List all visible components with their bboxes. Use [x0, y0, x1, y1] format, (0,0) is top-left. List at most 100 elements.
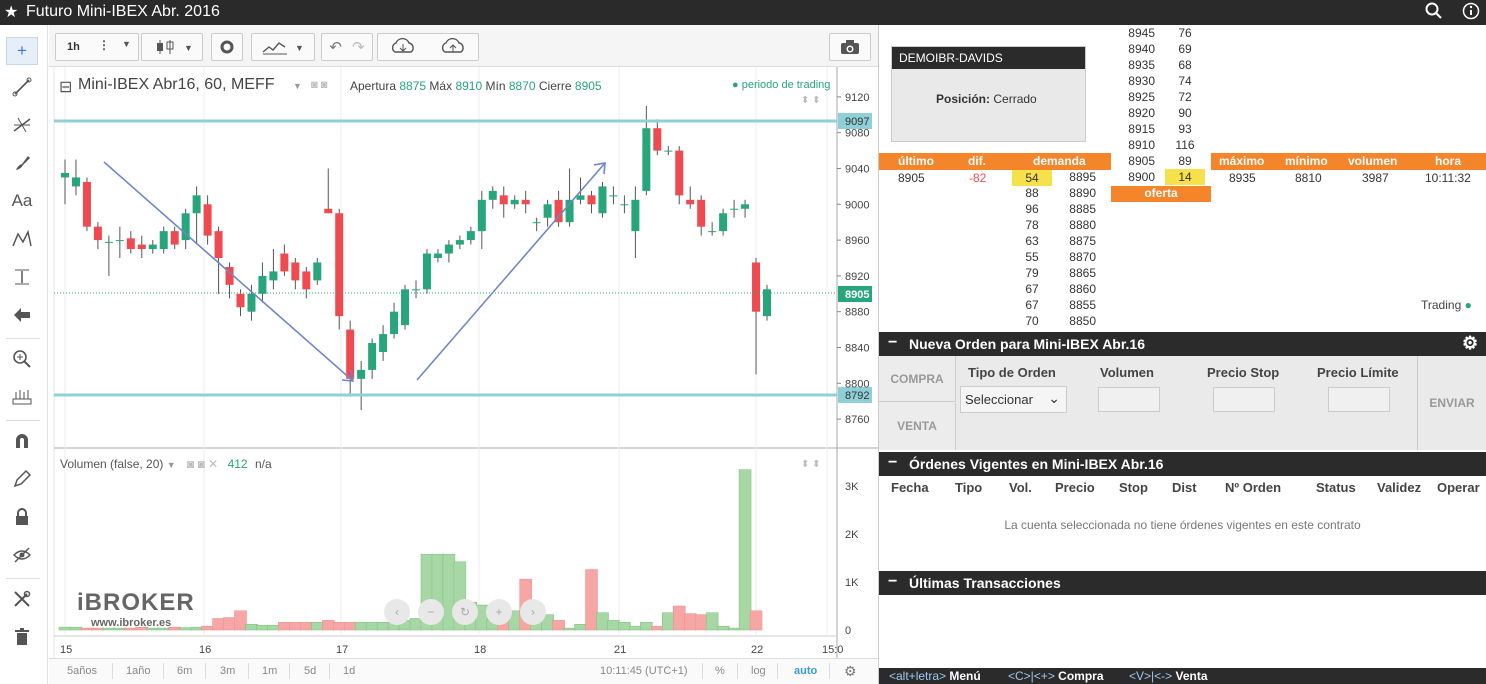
volume-bar[interactable]: [201, 625, 214, 631]
gear-icon[interactable]: [211, 33, 243, 61]
ask-price[interactable]: 8940: [1128, 42, 1155, 56]
ask-qty[interactable]: 69: [1178, 42, 1192, 56]
candle[interactable]: [357, 369, 366, 379]
volume-bar[interactable]: [322, 620, 335, 631]
bid-qty[interactable]: 88: [1025, 186, 1039, 200]
col-vol[interactable]: Vol.: [1009, 480, 1032, 495]
lock-icon[interactable]: [6, 503, 38, 531]
ruler-icon[interactable]: [6, 383, 38, 411]
volume-bar[interactable]: [596, 612, 609, 631]
volume-bar[interactable]: [705, 612, 719, 631]
col-precio[interactable]: Precio: [1055, 480, 1095, 495]
ask-qty[interactable]: 74: [1178, 74, 1192, 88]
minus-icon[interactable]: −: [888, 454, 898, 471]
candle[interactable]: [269, 271, 278, 281]
volume-bar[interactable]: [563, 627, 576, 631]
bid-qty[interactable]: 78: [1025, 218, 1039, 232]
candle[interactable]: [159, 231, 168, 250]
bid-price[interactable]: 8885: [1069, 202, 1096, 216]
collapse-icon[interactable]: ⊟: [59, 79, 73, 96]
bid-qty[interactable]: 79: [1025, 266, 1039, 280]
candle[interactable]: [346, 329, 355, 379]
candle[interactable]: [653, 128, 662, 151]
candle[interactable]: [379, 334, 388, 352]
range-3m[interactable]: 3m: [220, 665, 236, 677]
magnet-icon[interactable]: [6, 427, 38, 455]
bid-qty[interactable]: 70: [1025, 314, 1039, 328]
limit-price-input[interactable]: [1328, 387, 1390, 412]
bid-qty[interactable]: 55: [1025, 250, 1039, 264]
ask-price[interactable]: 8945: [1128, 26, 1155, 40]
ask-price[interactable]: 8915: [1128, 122, 1155, 136]
col-operar[interactable]: Operar: [1437, 480, 1480, 495]
volume-bar[interactable]: [552, 620, 565, 631]
bid-qty[interactable]: 67: [1025, 298, 1039, 312]
candle[interactable]: [521, 199, 530, 205]
volume-bar[interactable]: [607, 620, 620, 631]
candle[interactable]: [280, 253, 289, 272]
volume-bar[interactable]: [58, 626, 72, 631]
auto-toggle[interactable]: auto: [794, 665, 818, 677]
ask-price[interactable]: 8900: [1128, 170, 1155, 184]
gear-icon[interactable]: ⚙: [844, 663, 857, 679]
volume-bar[interactable]: [245, 623, 258, 631]
pattern-icon[interactable]: [6, 225, 38, 253]
volume-bar[interactable]: [662, 612, 675, 631]
legend-settings-icon[interactable]: ◙ ◙: [311, 79, 328, 91]
star-icon[interactable]: ★: [4, 4, 19, 21]
candle[interactable]: [324, 208, 333, 214]
volume-bar[interactable]: [738, 469, 752, 631]
eye-icon[interactable]: [6, 541, 38, 569]
price-chart[interactable]: 9097 8905 8792 9120 9080 9040 9000 8960 8920 8…: [49, 67, 878, 662]
candle[interactable]: [192, 195, 201, 214]
candle[interactable]: [565, 199, 574, 223]
col-stop[interactable]: Stop: [1119, 480, 1148, 495]
percent-toggle[interactable]: %: [715, 665, 725, 677]
volume-bar[interactable]: [332, 622, 346, 631]
sell-shortcut[interactable]: Venta: [1175, 669, 1208, 683]
candle[interactable]: [620, 204, 629, 206]
zoom-out-icon[interactable]: −: [418, 599, 444, 625]
volume-bar[interactable]: [289, 622, 302, 631]
zoom-icon[interactable]: [6, 345, 38, 373]
bid-qty[interactable]: 96: [1025, 202, 1039, 216]
trendline-icon[interactable]: [6, 73, 38, 101]
undo-icon[interactable]: ↶: [329, 39, 342, 56]
volume-bar[interactable]: [343, 622, 357, 631]
volume-bar[interactable]: [311, 622, 324, 631]
text-icon[interactable]: Aa: [11, 191, 33, 210]
volume-bar[interactable]: [256, 624, 269, 631]
candle[interactable]: [543, 204, 552, 218]
col-status[interactable]: Status: [1316, 480, 1356, 495]
open-orders-header[interactable]: − Órdenes Vigentes en Mini-IBEX Abr.16: [879, 452, 1486, 476]
more-vertical-icon[interactable]: ⋮: [98, 38, 110, 52]
candle[interactable]: [390, 311, 399, 335]
bid-qty[interactable]: 63: [1025, 234, 1039, 248]
candle[interactable]: [664, 150, 673, 152]
log-toggle[interactable]: log: [751, 665, 766, 677]
col-tipo[interactable]: Tipo: [955, 480, 983, 495]
candle[interactable]: [444, 244, 453, 254]
info-icon[interactable]: [1462, 2, 1480, 25]
range-5y[interactable]: 5años: [67, 665, 97, 677]
candle[interactable]: [203, 204, 212, 236]
candle[interactable]: [104, 241, 113, 243]
ask-qty[interactable]: 68: [1178, 58, 1192, 72]
buy-shortcut[interactable]: Compra: [1058, 669, 1104, 683]
candle[interactable]: [422, 253, 431, 290]
chevron-down-icon[interactable]: ▼: [122, 39, 131, 49]
ask-price[interactable]: 8925: [1128, 90, 1155, 104]
candle[interactable]: [247, 293, 256, 312]
ask-qty[interactable]: 93: [1178, 122, 1192, 136]
cloud-download-icon[interactable]: [388, 37, 418, 58]
volume-bar[interactable]: [574, 623, 587, 631]
bid-qty[interactable]: 54: [1012, 170, 1052, 186]
candle[interactable]: [313, 262, 322, 281]
volume-bar[interactable]: [234, 610, 247, 631]
candle[interactable]: [61, 172, 69, 178]
volume-input[interactable]: [1098, 387, 1160, 412]
ask-price[interactable]: 8920: [1128, 106, 1155, 120]
volume-bar[interactable]: [716, 625, 730, 631]
volume-bar[interactable]: [267, 624, 280, 631]
candle[interactable]: [71, 177, 80, 187]
